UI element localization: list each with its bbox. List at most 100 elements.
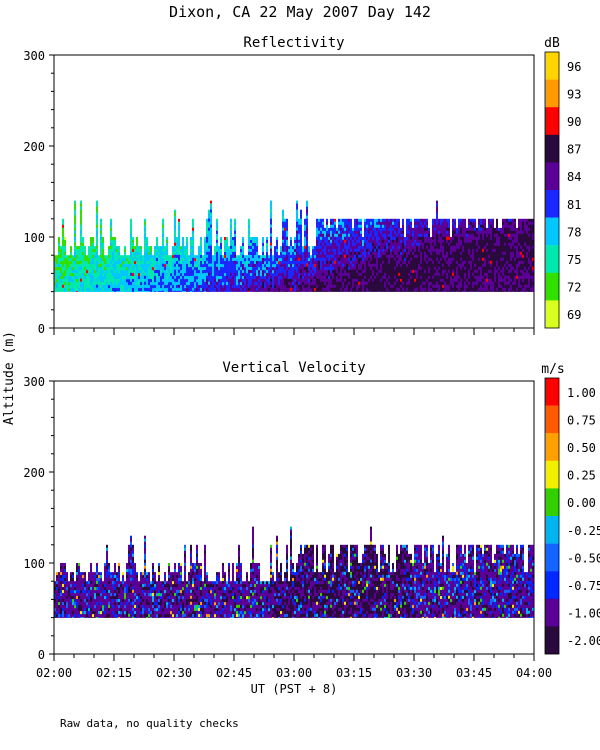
heatmap-cell bbox=[220, 243, 222, 247]
heatmap-cell bbox=[262, 291, 264, 292]
heatmap-cell bbox=[210, 278, 212, 282]
heatmap-cell bbox=[490, 224, 492, 229]
heatmap-cell bbox=[340, 254, 342, 259]
heatmap-cell bbox=[368, 230, 370, 235]
heatmap-cell bbox=[492, 242, 494, 247]
heatmap-cell bbox=[390, 287, 392, 292]
heatmap-cell bbox=[494, 278, 496, 283]
heatmap-cell bbox=[494, 263, 496, 268]
heatmap-cell bbox=[370, 221, 372, 226]
heatmap-cell bbox=[230, 272, 232, 277]
heatmap-cell bbox=[504, 245, 506, 250]
heatmap-cell bbox=[450, 291, 452, 292]
heatmap-cell bbox=[330, 224, 332, 229]
heatmap-cell bbox=[502, 245, 504, 250]
heatmap-cell bbox=[226, 279, 228, 283]
heatmap-cell bbox=[192, 287, 194, 292]
heatmap-cell bbox=[90, 273, 92, 277]
heatmap-cell bbox=[502, 230, 504, 235]
heatmap-cell bbox=[156, 237, 158, 241]
heatmap-cell bbox=[70, 282, 72, 286]
heatmap-cell bbox=[462, 242, 464, 247]
heatmap-cell bbox=[308, 288, 310, 292]
heatmap-cell bbox=[192, 260, 194, 265]
heatmap-cell bbox=[332, 236, 334, 241]
heatmap-cell bbox=[136, 273, 138, 277]
heatmap-cell bbox=[174, 218, 176, 222]
heatmap-cell bbox=[278, 255, 280, 259]
heatmap-cell bbox=[492, 236, 494, 241]
heatmap-cell bbox=[226, 261, 228, 265]
heatmap-cell bbox=[136, 288, 138, 292]
heatmap-cell bbox=[354, 248, 356, 253]
heatmap-cell bbox=[382, 284, 384, 289]
heatmap-cell bbox=[444, 266, 446, 271]
heatmap-cell bbox=[374, 221, 376, 226]
heatmap-cell bbox=[248, 245, 250, 250]
heatmap-cell bbox=[130, 248, 132, 253]
heatmap-cell bbox=[514, 233, 516, 238]
heatmap-cell bbox=[244, 291, 246, 292]
heatmap-cell bbox=[376, 281, 378, 286]
heatmap-cell bbox=[384, 263, 386, 268]
heatmap-cell bbox=[270, 284, 272, 288]
heatmap-cell bbox=[400, 254, 402, 259]
heatmap-cell bbox=[272, 264, 274, 268]
heatmap-cell bbox=[450, 246, 452, 250]
heatmap-cell bbox=[168, 282, 170, 286]
heatmap-cell bbox=[402, 290, 404, 292]
heatmap-cell bbox=[342, 290, 344, 292]
heatmap-cell bbox=[464, 251, 466, 256]
heatmap-cell bbox=[364, 239, 366, 244]
heatmap-cell bbox=[456, 254, 458, 259]
heatmap-cell bbox=[428, 245, 430, 250]
heatmap-cell bbox=[512, 284, 514, 289]
heatmap-cell bbox=[416, 266, 418, 271]
heatmap-cell bbox=[210, 251, 212, 255]
heatmap-cell bbox=[428, 242, 430, 247]
heatmap-cell bbox=[458, 275, 460, 280]
heatmap-cell bbox=[60, 264, 62, 268]
heatmap-cell bbox=[326, 269, 328, 274]
heatmap-cell bbox=[410, 251, 412, 256]
heatmap-cell bbox=[186, 264, 188, 268]
heatmap-cell bbox=[284, 239, 286, 244]
heatmap-cell bbox=[172, 276, 174, 280]
heatmap-cell bbox=[398, 284, 400, 289]
heatmap-cell bbox=[150, 255, 152, 259]
heatmap-cell bbox=[510, 242, 512, 247]
heatmap-cell bbox=[282, 254, 284, 258]
heatmap-cell bbox=[400, 275, 402, 280]
heatmap-cell bbox=[350, 239, 352, 244]
heatmap-cell bbox=[498, 272, 500, 277]
heatmap-cell bbox=[100, 230, 102, 235]
heatmap-cell bbox=[524, 236, 526, 241]
heatmap-cell bbox=[464, 278, 466, 283]
heatmap-cell bbox=[204, 237, 206, 241]
heatmap-cell bbox=[210, 257, 212, 261]
heatmap-cell bbox=[454, 272, 456, 277]
heatmap-cell bbox=[436, 290, 438, 292]
heatmap-cell bbox=[278, 273, 280, 277]
heatmap-cell bbox=[352, 245, 354, 250]
heatmap-cell bbox=[506, 242, 508, 247]
heatmap-cell bbox=[408, 254, 410, 259]
heatmap-cell bbox=[240, 264, 242, 268]
heatmap-cell bbox=[78, 282, 80, 286]
heatmap-cell bbox=[140, 279, 142, 283]
heatmap-cell bbox=[158, 288, 160, 292]
heatmap-cell bbox=[236, 258, 238, 262]
heatmap-cell bbox=[266, 276, 268, 280]
heatmap-cell bbox=[308, 258, 310, 262]
heatmap-cell bbox=[240, 276, 242, 280]
heatmap-cell bbox=[264, 273, 266, 277]
heatmap-cell bbox=[90, 270, 92, 274]
heatmap-cell bbox=[466, 278, 468, 283]
heatmap-cell bbox=[426, 257, 428, 262]
heatmap-cell bbox=[110, 269, 112, 274]
heatmap-cell bbox=[426, 233, 428, 238]
heatmap-cell bbox=[520, 248, 522, 253]
heatmap-cell bbox=[132, 240, 134, 244]
heatmap-cell bbox=[328, 233, 330, 238]
heatmap-cell bbox=[452, 284, 454, 289]
